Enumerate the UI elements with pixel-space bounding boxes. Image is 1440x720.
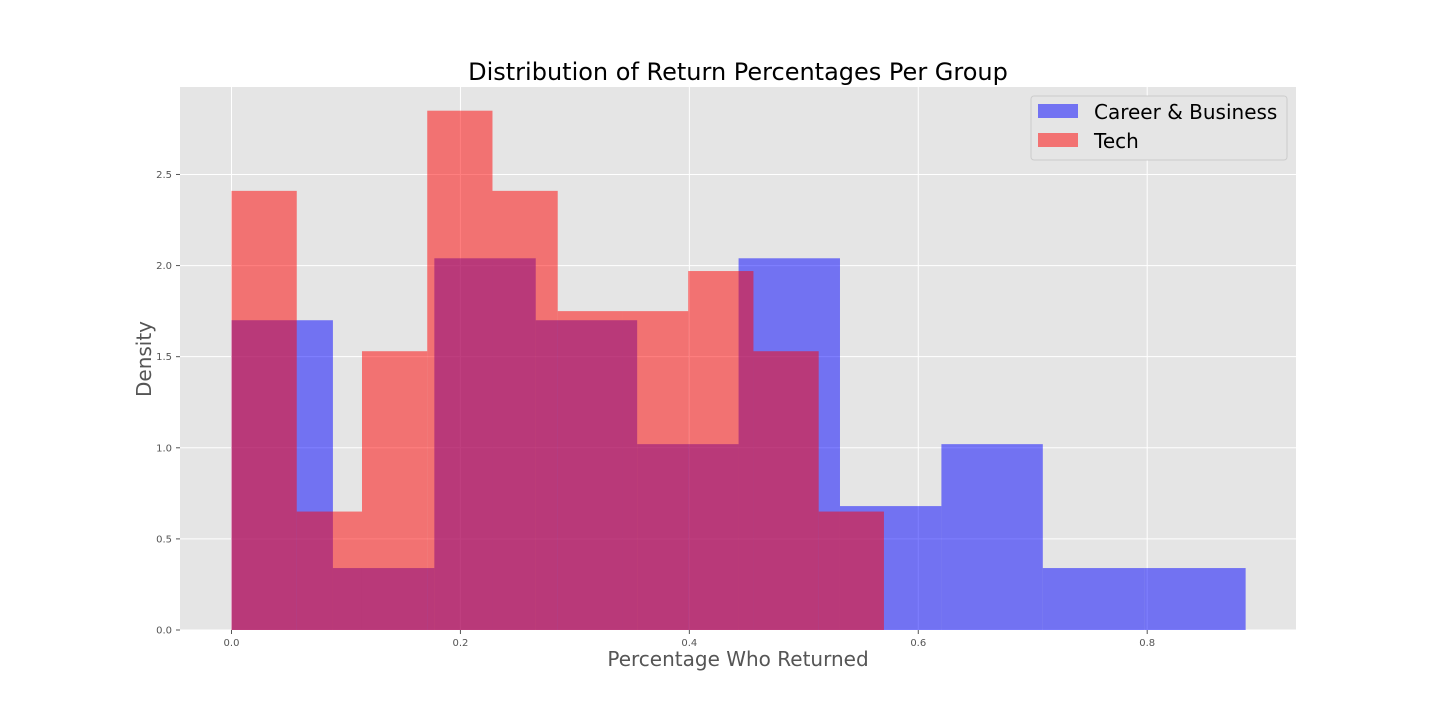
histogram-bar: [753, 351, 819, 630]
histogram-bar: [557, 311, 623, 630]
x-axis-title: Percentage Who Returned: [607, 647, 868, 671]
x-tick-label: 0.4: [681, 638, 697, 649]
legend-swatch-career-business: [1038, 104, 1078, 118]
x-tick-label: 0.2: [452, 638, 468, 649]
histogram-bar: [1144, 568, 1246, 630]
y-tick-label: 0.5: [156, 534, 172, 545]
x-tick-label: 0.8: [1139, 638, 1155, 649]
x-tick-label: 0.0: [224, 638, 240, 649]
histogram-bar: [492, 190, 558, 630]
histogram-bars: [231, 110, 1246, 630]
y-axis-title: Density: [132, 321, 156, 397]
histogram-bar: [941, 444, 1043, 630]
histogram-bar: [231, 190, 297, 630]
histogram-bar: [622, 311, 689, 630]
x-tick-label: 0.6: [910, 638, 926, 649]
histogram-bar: [296, 511, 362, 630]
series-1: [231, 110, 884, 630]
legend: Career & Business Tech: [1030, 95, 1288, 161]
chart-title: Distribution of Return Percentages Per G…: [468, 58, 1008, 86]
histogram-bar: [361, 351, 428, 630]
legend-box: [1030, 95, 1288, 161]
axis-ticks: 0.0 0.2 0.4 0.6 0.8 0.0 0.5 1.0 1.5 2.0 2.5: [156, 170, 1155, 649]
histogram-bar: [688, 271, 754, 630]
y-tick-label: 0.0: [156, 626, 172, 637]
legend-swatch-tech: [1038, 133, 1078, 147]
histogram-bar: [1042, 568, 1145, 630]
y-tick-label: 1.0: [156, 443, 172, 454]
legend-label-career-business: Career & Business: [1094, 100, 1277, 124]
histogram-bar: [427, 110, 493, 630]
legend-label-tech: Tech: [1093, 129, 1139, 153]
y-tick-label: 1.5: [156, 352, 172, 363]
histogram-bar: [818, 511, 884, 630]
y-tick-label: 2.5: [156, 170, 172, 181]
y-tick-label: 2.0: [156, 261, 172, 272]
